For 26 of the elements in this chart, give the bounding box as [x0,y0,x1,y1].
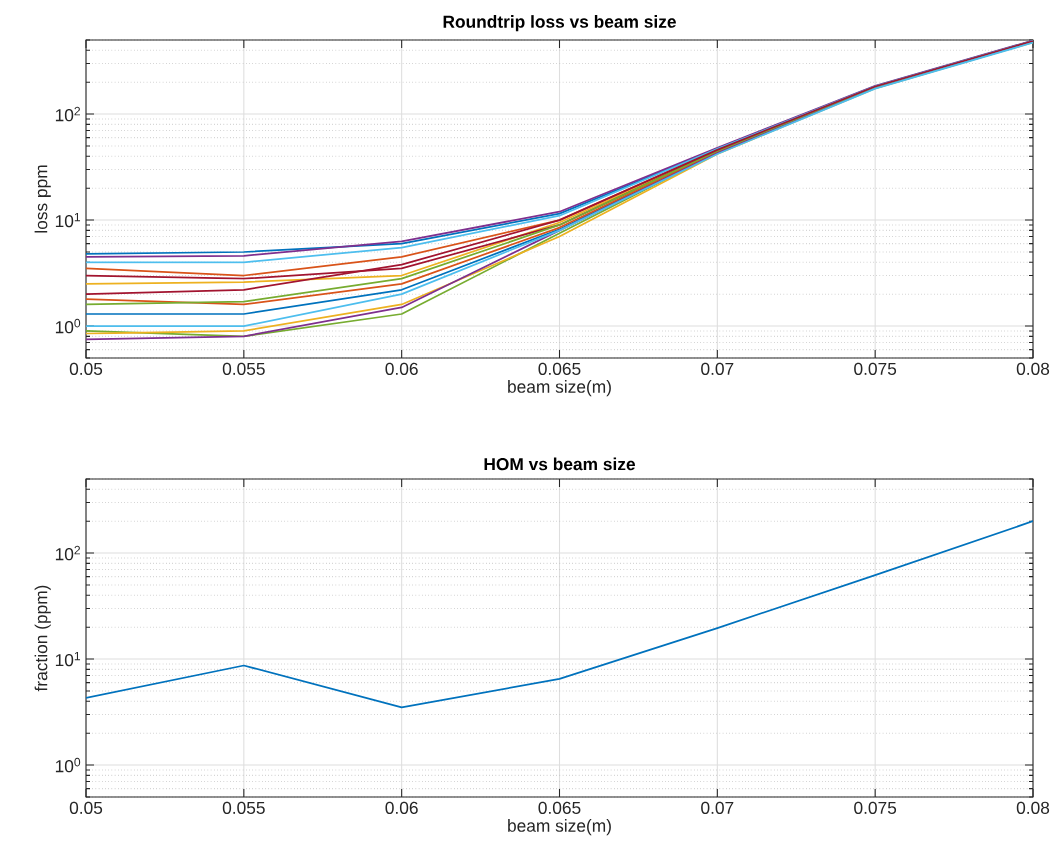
x-tick-label: 0.075 [854,362,897,375]
x-axis-title: beam size(m) [508,380,611,397]
x-tick-label: 0.075 [854,801,897,814]
x-axis-title: beam size(m) [508,819,611,836]
y-tick-label: 10$^{0}$ [55,757,81,773]
x-tick-label: 0.055 [222,362,265,375]
x-tick-label: 0.05 [69,362,103,375]
chart-title: HOM vs beam size [484,457,635,471]
y-tick-label: 10$^{1}$ [55,651,81,667]
x-tick-label: 0.05 [69,801,103,814]
x-tick-label: 0.06 [385,801,418,814]
x-tick-label: 0.06 [385,362,418,375]
x-tick-label: 0.065 [538,801,581,814]
x-tick-label: 0.07 [701,801,734,814]
y-axis-title: loss ppm [34,165,51,233]
y-tick-label: 10$^{2}$ [55,106,81,122]
y-axis-title: fraction (ppm) [34,585,51,692]
x-tick-label: 0.08 [1016,801,1050,814]
chart-title: Roundtrip loss vs beam size [443,15,676,32]
x-tick-label: 0.055 [222,801,265,814]
x-tick-label: 0.07 [701,362,734,375]
x-tick-label: 0.065 [538,362,581,375]
y-tick-label: 10$^{2}$ [55,545,81,561]
x-tick-label: 0.08 [1016,362,1050,375]
y-tick-label: 10$^{0}$ [55,318,81,334]
y-tick-label: 10$^{1}$ [55,212,81,228]
